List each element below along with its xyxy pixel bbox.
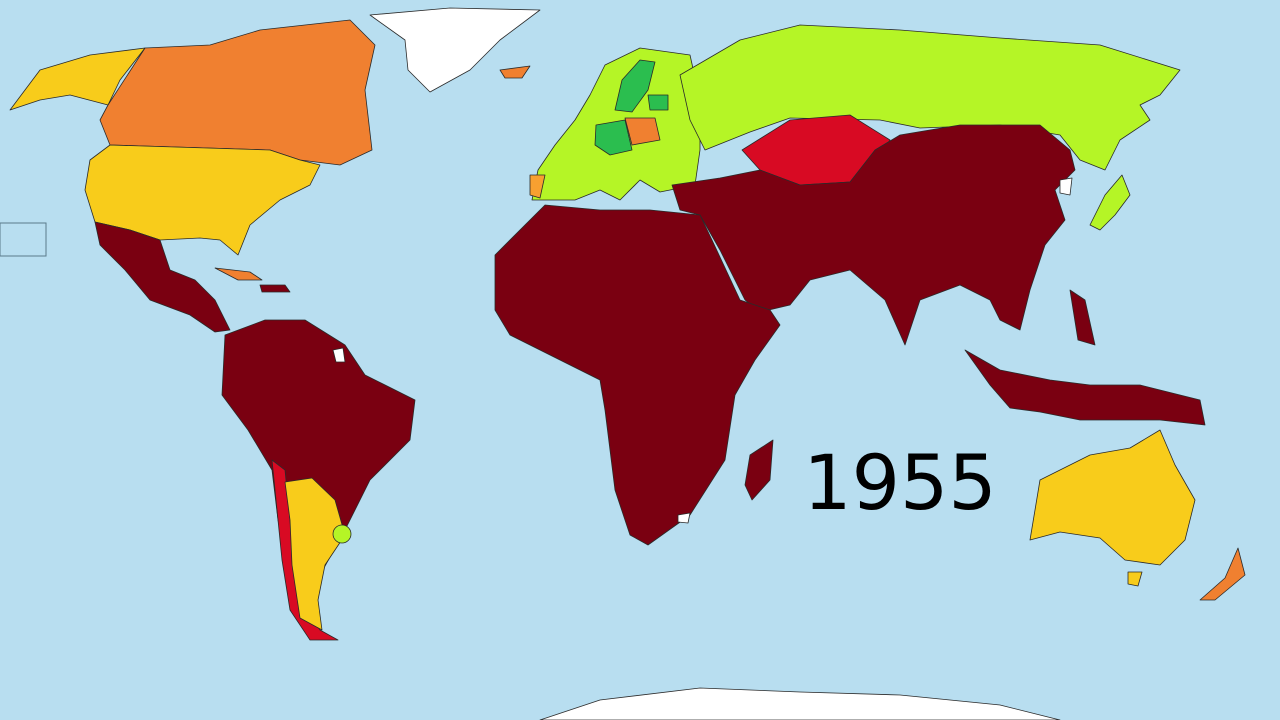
argentina — [284, 477, 346, 631]
germany — [594, 119, 633, 156]
lesotho — [677, 512, 691, 524]
french-guiana — [332, 347, 346, 363]
korea — [1059, 177, 1073, 196]
scandinavia — [614, 59, 656, 113]
madagascar — [744, 439, 774, 501]
central-america — [94, 221, 231, 333]
philippines — [1069, 289, 1096, 346]
antarctica — [539, 687, 1061, 720]
africa — [494, 204, 781, 546]
iceland — [499, 65, 531, 79]
uruguay — [332, 524, 352, 544]
new-zealand — [1199, 547, 1246, 601]
alaska — [9, 47, 146, 111]
tasmania — [1127, 571, 1143, 587]
japan — [1089, 174, 1131, 231]
usa — [84, 144, 321, 256]
baltic — [647, 94, 669, 111]
australia — [1029, 429, 1196, 566]
cuba — [214, 267, 263, 281]
greenland — [369, 7, 541, 93]
hawaii-inset — [0, 222, 47, 257]
russia — [679, 24, 1181, 171]
poland — [624, 117, 661, 146]
hispaniola — [259, 284, 291, 293]
portugal — [529, 174, 546, 199]
maritime-asia — [964, 349, 1206, 426]
year-label: 1955 — [803, 438, 996, 527]
